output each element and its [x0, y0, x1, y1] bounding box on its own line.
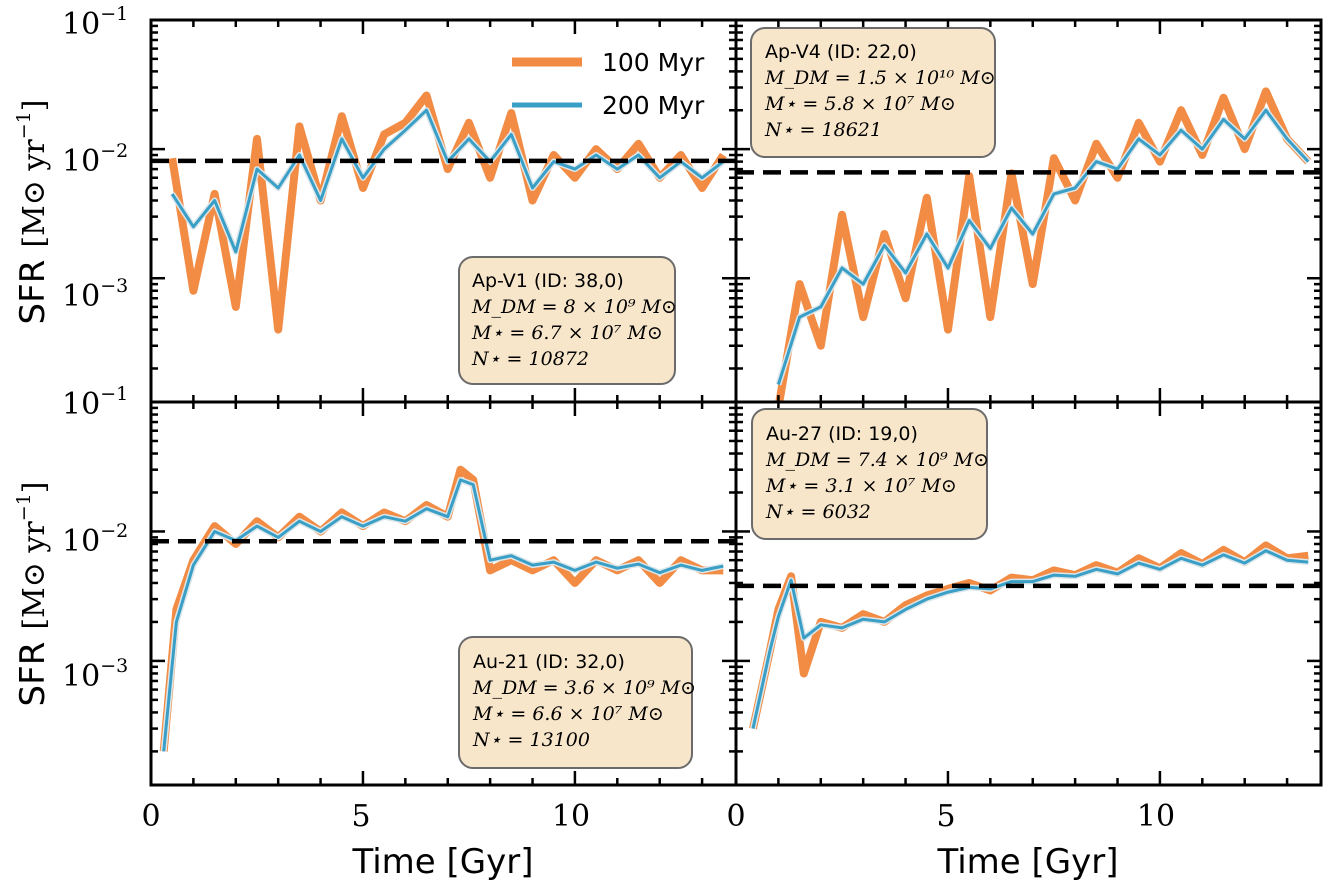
series-100myr-line [749, 541, 1309, 730]
plot-area [151, 91, 736, 334]
svg-text:SFR [M⊙ yr−1]: SFR [M⊙ yr−1] [13, 482, 53, 707]
info-title-au-21: Au-21 (ID: 32,0) [473, 651, 625, 673]
plot-area [736, 541, 1321, 730]
panel-frame [734, 400, 1323, 787]
panel-au-21 [149, 400, 738, 787]
x-tick-left-10: 10 [552, 799, 590, 834]
series-200myr-line [170, 108, 725, 254]
legend: 100 Myr 200 Myr [512, 48, 705, 120]
info-nstar-ap-v4: N⋆ = 18621 [764, 119, 882, 141]
info-box-ap-v4: Ap-V4 (ID: 22,0) M_DM = 1.5 × 10¹⁰ M⊙ M⋆… [750, 27, 996, 158]
y-tick-top-3: 10−3 [62, 275, 128, 314]
x-tick-labels-left: 0 5 10 [141, 799, 590, 834]
legend-label-100myr: 100 Myr [602, 48, 705, 77]
info-box-au-27: Au-27 (ID: 19,0) M_DM = 7.4 × 10⁹ M⊙ M⋆ … [751, 408, 989, 540]
info-mdm-ap-v4: M_DM = 1.5 × 10¹⁰ M⊙ [764, 67, 996, 89]
y-axis-label-bottom: SFR [M⊙ yr−1] [13, 482, 53, 707]
info-mdm-ap-v1: M_DM = 8 × 10⁹ M⊙ [471, 296, 677, 318]
y-axis-label-top: SFR [M⊙ yr−1] [13, 100, 53, 325]
series-200myr-line [751, 549, 1309, 729]
info-nstar-au-21: N⋆ = 13100 [472, 729, 590, 751]
x-tick-left-0: 0 [141, 799, 160, 834]
panel-au-27 [734, 400, 1323, 787]
info-title-ap-v4: Ap-V4 (ID: 22,0) [765, 41, 917, 63]
y-tick-top-2: 10−2 [62, 140, 128, 179]
x-tick-right-10: 10 [1137, 799, 1175, 834]
y-tick-top-1: 10−1 [62, 3, 128, 42]
plot-area [151, 465, 736, 752]
series-100myr-line [168, 91, 727, 334]
info-mdm-au-27: M_DM = 7.4 × 10⁹ M⊙ [765, 449, 989, 471]
y-tick-labels-top: 10−1 10−2 10−3 [62, 3, 128, 314]
series-200myr-line [776, 108, 1310, 386]
panel-ap-v1 [149, 18, 738, 404]
series-100myr-line [775, 87, 1312, 402]
info-box-au-21: Au-21 (ID: 32,0) M_DM = 3.6 × 10⁹ M⊙ M⋆ … [458, 636, 696, 769]
plot-area [736, 87, 1321, 402]
y-tick-bottom-3: 10−3 [62, 655, 128, 694]
info-mstar-au-27: M⋆ = 3.1 × 10⁷ M⊙ [765, 475, 957, 497]
info-title-au-27: Au-27 (ID: 19,0) [766, 423, 918, 445]
svg-text:SFR [M⊙ yr−1]: SFR [M⊙ yr−1] [13, 100, 53, 325]
x-axis-label-left: Time [Gyr] [352, 842, 534, 882]
info-title-ap-v1: Ap-V1 (ID: 38,0) [472, 270, 624, 292]
info-nstar-ap-v1: N⋆ = 10872 [471, 348, 589, 370]
y-tick-labels-bottom: 10−1 10−2 10−3 [62, 383, 128, 694]
x-tick-labels-right: 0 5 10 [726, 799, 1175, 834]
x-axis-label-right: Time [Gyr] [937, 842, 1119, 882]
x-tick-right-0: 0 [726, 799, 745, 834]
info-box-ap-v1: Ap-V1 (ID: 38,0) M_DM = 8 × 10⁹ M⊙ M⋆ = … [458, 256, 677, 385]
info-mstar-au-21: M⋆ = 6.6 × 10⁷ M⊙ [472, 703, 664, 725]
info-mdm-au-21: M_DM = 3.6 × 10⁹ M⊙ [472, 677, 696, 699]
info-nstar-au-27: N⋆ = 6032 [765, 501, 871, 523]
info-mstar-ap-v4: M⋆ = 5.8 × 10⁷ M⊙ [764, 93, 956, 115]
info-mstar-ap-v1: M⋆ = 6.7 × 10⁷ M⊙ [471, 322, 663, 344]
x-tick-left-5: 5 [351, 799, 370, 834]
x-tick-right-5: 5 [936, 799, 955, 834]
y-tick-bottom-2: 10−2 [62, 520, 128, 559]
y-tick-bottom-1: 10−1 [62, 383, 128, 422]
series-200myr-line [162, 478, 724, 752]
legend-label-200myr: 200 Myr [602, 91, 705, 120]
